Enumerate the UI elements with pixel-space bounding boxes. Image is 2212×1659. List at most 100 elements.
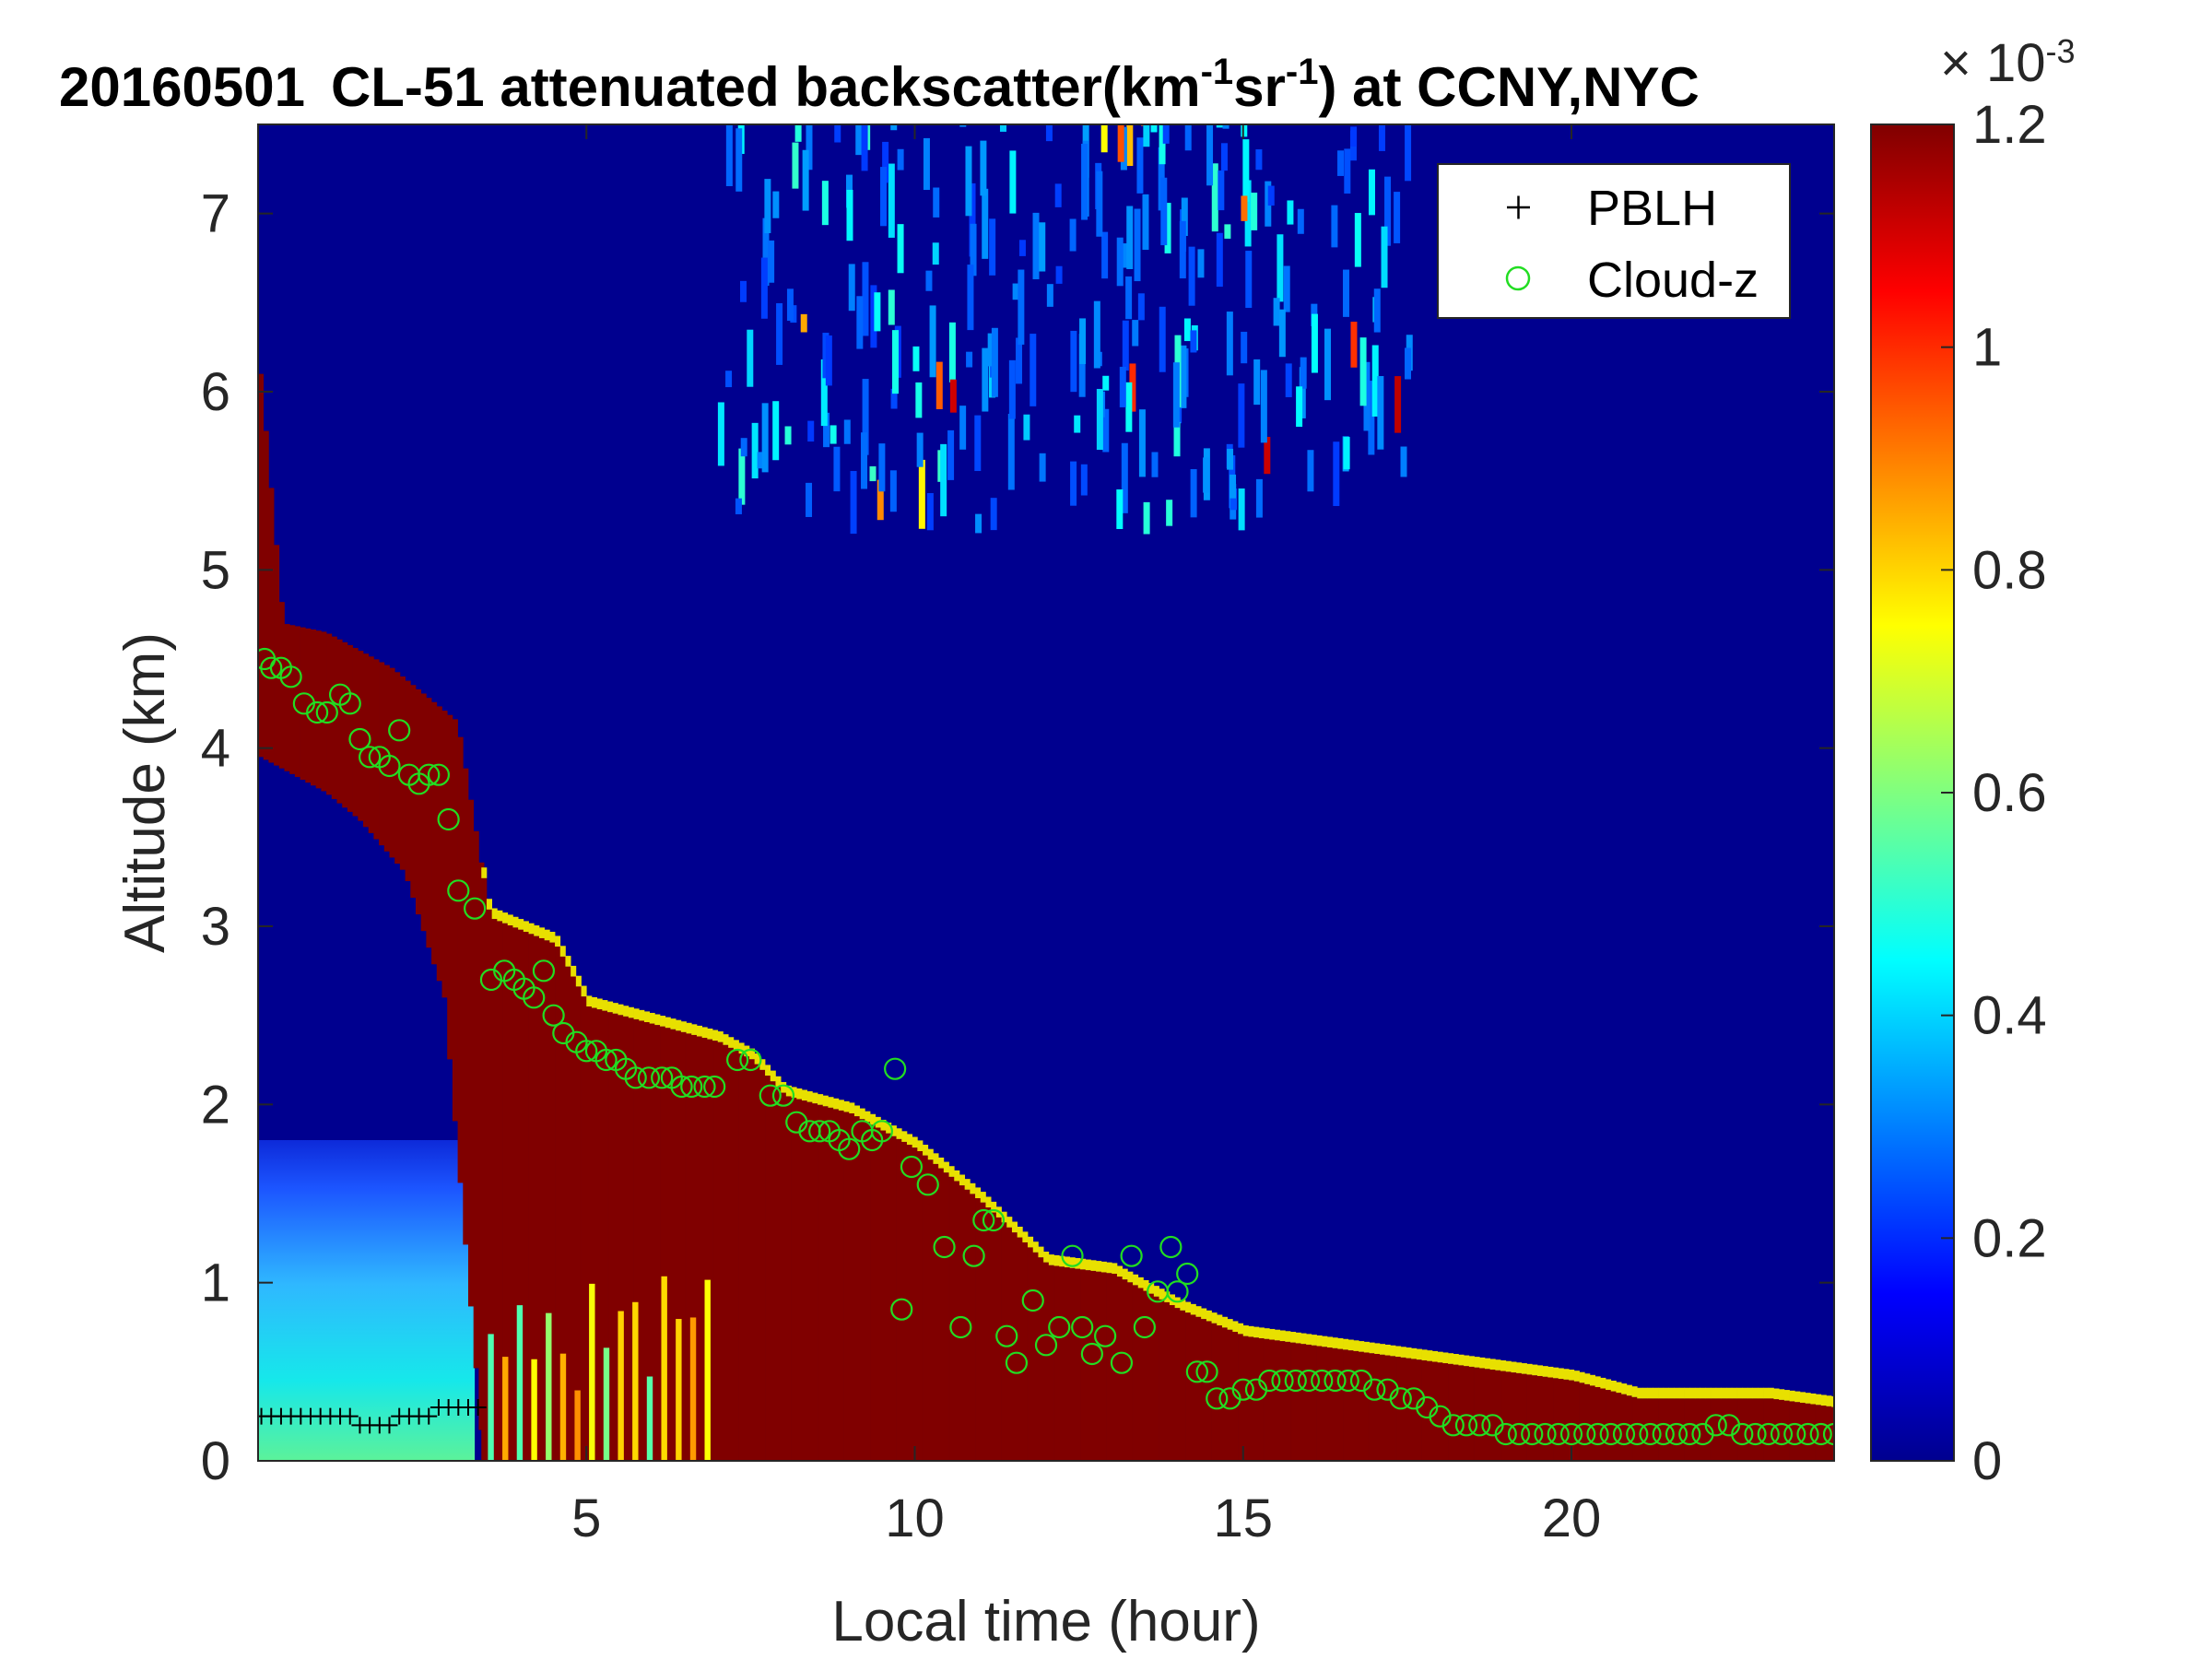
layer-top-edge — [1406, 1347, 1412, 1359]
layer-top-edge — [1427, 1350, 1433, 1361]
backscatter-speckle — [1350, 322, 1358, 368]
cloud-z-point — [1324, 1369, 1347, 1393]
layer-top-edge — [1641, 1387, 1649, 1399]
layer-top-edge — [1384, 1344, 1391, 1356]
cloud-z-point — [1507, 1422, 1531, 1446]
layer-top-edge — [1511, 1361, 1517, 1373]
backscatter-speckle — [738, 448, 746, 505]
cloud-z-point — [808, 1120, 831, 1143]
backscatter-speckle — [1181, 197, 1188, 237]
legend-box — [1437, 163, 1791, 319]
boundary-layer-column — [1536, 1375, 1544, 1461]
backscatter-speckle — [792, 142, 799, 189]
backscatter-speckle — [1081, 143, 1088, 220]
layer-top-edge — [1663, 1387, 1669, 1399]
boundary-layer-column — [1547, 1377, 1554, 1461]
backscatter-speckle — [830, 425, 837, 444]
boundary-layer-column — [686, 1033, 692, 1461]
boundary-layer-column — [775, 1087, 782, 1461]
boundary-layer-column — [1290, 1342, 1297, 1461]
residual-layer-column — [258, 373, 265, 758]
backscatter-speckle — [980, 140, 987, 196]
cloud-z-point — [1389, 1387, 1412, 1410]
boundary-layer-column — [1195, 1316, 1202, 1461]
backscatter-speckle — [1344, 148, 1351, 194]
backscatter-speckle — [1216, 124, 1223, 128]
backscatter-speckle — [1134, 208, 1141, 282]
backscatter-speckle — [821, 181, 829, 226]
layer-top-edge — [596, 998, 603, 1010]
residual-layer-column — [300, 627, 306, 781]
low-level-column — [661, 1276, 667, 1461]
layer-top-edge — [591, 996, 598, 1008]
backscatter-speckle — [1363, 361, 1371, 431]
cloud-z-point — [949, 1315, 972, 1339]
boundary-layer-column — [1505, 1371, 1512, 1461]
boundary-layer-column — [1090, 1270, 1097, 1461]
boundary-layer-column — [801, 1100, 808, 1461]
boundary-layer-column — [1558, 1379, 1564, 1461]
cloud-z-point — [1494, 1422, 1517, 1446]
boundary-layer-column — [754, 1064, 760, 1461]
plot-frame — [257, 124, 1835, 1462]
layer-top-edge — [728, 1037, 735, 1048]
backscatter-speckle — [1162, 124, 1170, 144]
boundary-layer-column — [1684, 1398, 1690, 1461]
backscatter-speckle — [1331, 205, 1338, 248]
boundary-layer-column — [1028, 1247, 1034, 1461]
layer-top-edge — [1831, 1396, 1834, 1407]
backscatter-speckle — [856, 296, 864, 349]
layer-top-edge — [1816, 1394, 1822, 1406]
backscatter-speckle — [1216, 232, 1223, 288]
layer-top-edge — [1332, 1337, 1338, 1348]
cloud-z-point — [1731, 1422, 1754, 1446]
layer-top-edge — [859, 1108, 865, 1120]
low-level-column — [646, 1376, 653, 1461]
cloud-z-point — [542, 1004, 565, 1027]
cloud-z-point — [1133, 1315, 1156, 1339]
residual-layer-column — [321, 631, 327, 792]
backscatter-speckle — [1184, 124, 1192, 151]
backscatter-speckle — [1078, 334, 1086, 397]
backscatter-speckle — [786, 288, 794, 322]
layer-top-edge — [1484, 1358, 1491, 1370]
layer-top-edge — [1495, 1359, 1501, 1371]
boundary-layer-column — [1705, 1398, 1712, 1461]
cloud-z-point — [594, 1048, 618, 1072]
backscatter-speckle — [889, 470, 897, 512]
backscatter-speckle — [869, 465, 877, 482]
cloud-z-point — [962, 1244, 985, 1267]
backscatter-speckle — [1160, 177, 1168, 246]
layer-top-edge — [1779, 1389, 1785, 1400]
boundary-layer-column — [875, 1127, 881, 1461]
boundary-layer-column — [643, 1022, 651, 1461]
layer-top-edge — [1390, 1345, 1396, 1357]
layer-top-edge — [754, 1053, 760, 1065]
residual-layer-column — [405, 680, 411, 882]
boundary-layer-column — [1096, 1271, 1102, 1461]
backscatter-speckle — [1394, 376, 1402, 433]
layer-top-edge — [1711, 1387, 1717, 1399]
boundary-layer-column — [497, 921, 503, 1461]
backscatter-speckle — [861, 124, 868, 171]
layer-top-edge — [502, 912, 509, 924]
layer-top-edge — [1347, 1339, 1354, 1351]
backscatter-speckle — [1018, 240, 1026, 256]
layer-top-edge — [843, 1100, 850, 1112]
layer-top-edge — [1022, 1231, 1029, 1242]
residual-layer-column — [326, 633, 333, 795]
backscatter-speckle — [1117, 124, 1124, 162]
boundary-layer-column — [701, 1038, 708, 1461]
layer-top-edge — [1584, 1373, 1591, 1384]
layer-top-edge — [890, 1125, 897, 1136]
backscatter-speckle — [843, 419, 851, 444]
boundary-layer-column — [1106, 1273, 1112, 1461]
boundary-layer-column — [1059, 1266, 1065, 1461]
layer-top-edge — [1353, 1340, 1359, 1351]
cloud-z-point — [1757, 1422, 1780, 1446]
layer-top-edge — [801, 1089, 808, 1101]
boundary-layer-column — [1326, 1347, 1334, 1461]
cloud-z-point — [995, 1324, 1018, 1347]
backscatter-speckle — [740, 438, 747, 457]
backscatter-speckle — [880, 167, 888, 227]
